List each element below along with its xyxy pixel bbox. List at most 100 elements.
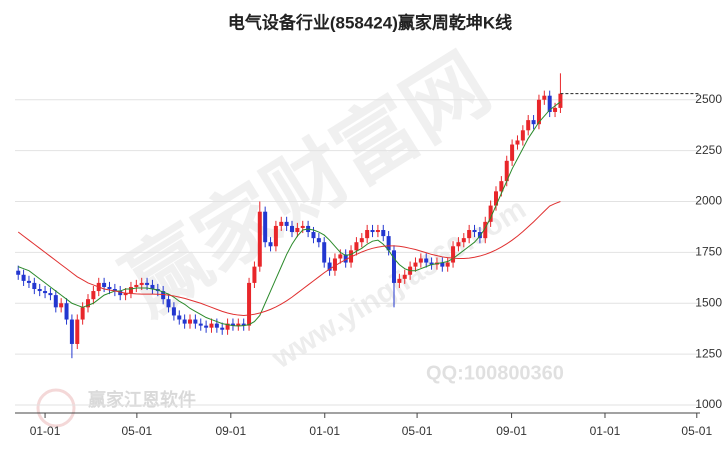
candle-body <box>236 323 241 326</box>
candle-body <box>91 291 96 300</box>
y-tick-label: 2250 <box>695 143 722 157</box>
candle-body <box>461 238 466 243</box>
candle-body <box>327 262 332 271</box>
x-tick-label: 05-01 <box>402 424 433 438</box>
y-tick-label: 2500 <box>695 92 722 106</box>
candle-body <box>166 299 171 308</box>
candle-body <box>268 242 273 247</box>
candle-body <box>375 230 380 233</box>
candle-body <box>558 93 563 108</box>
candle-body <box>515 140 520 145</box>
candle-body <box>182 319 187 324</box>
candle-body <box>80 307 85 320</box>
candle-body <box>483 221 488 239</box>
x-tick-label: 01-01 <box>309 424 340 438</box>
candle-body <box>112 289 117 292</box>
x-tick-label: 09-01 <box>496 424 527 438</box>
candle-body <box>520 130 525 141</box>
candle-body <box>418 258 423 263</box>
candle-body <box>338 254 343 259</box>
candle-body <box>343 254 348 263</box>
candle-body <box>316 238 321 243</box>
candle-body <box>456 242 461 247</box>
candle-body <box>247 282 252 326</box>
candle-body <box>118 291 123 296</box>
y-tick-label: 1500 <box>695 295 722 309</box>
candle-body <box>220 327 225 330</box>
candle-body <box>536 99 541 125</box>
candle-body <box>257 211 262 267</box>
candle-body <box>494 191 499 206</box>
y-tick-label: 1000 <box>695 397 722 411</box>
candle-body <box>531 120 536 125</box>
candle-body <box>252 266 257 283</box>
candle-body <box>263 211 268 243</box>
candle-body <box>37 289 42 292</box>
candle-body <box>488 205 493 222</box>
candle-body <box>429 262 434 265</box>
candle-body <box>413 262 418 267</box>
y-tick-label: 2000 <box>695 194 722 208</box>
candle-body <box>365 230 370 239</box>
candle-body <box>150 284 155 290</box>
candle-body <box>241 323 246 326</box>
moving-average <box>17 201 561 316</box>
candle-body <box>477 232 482 239</box>
candle-body <box>53 295 58 308</box>
candle-body <box>386 236 391 251</box>
candle-body <box>188 319 193 324</box>
candle-body <box>161 291 166 300</box>
candle-body <box>193 319 198 324</box>
candle-body <box>198 323 203 326</box>
watermark: QQ:100800360 <box>426 362 564 384</box>
candle-body <box>230 323 235 326</box>
x-tick-label: 01-01 <box>30 424 61 438</box>
candle-body <box>290 225 295 233</box>
candle-body <box>451 246 456 263</box>
candle-body <box>177 315 182 320</box>
candle-body <box>145 282 150 285</box>
candle-body <box>504 160 509 182</box>
x-tick-label: 09-01 <box>215 424 246 438</box>
candle-body <box>359 238 364 243</box>
candle-body <box>139 282 144 285</box>
candle-body <box>75 319 80 344</box>
x-tick-label: 05-01 <box>681 424 712 438</box>
candle-body <box>123 293 128 296</box>
candle-body <box>322 242 327 263</box>
candle-body <box>225 323 230 330</box>
candle-body <box>370 230 375 233</box>
candle-body <box>440 262 445 267</box>
candle-body <box>209 323 214 328</box>
candle-body <box>553 107 558 112</box>
candle-body <box>284 221 289 226</box>
logo <box>36 388 76 428</box>
candle-body <box>472 230 477 233</box>
candle-body <box>32 282 37 290</box>
watermark: 赢家财富网 <box>109 38 505 332</box>
candle-body <box>526 120 531 131</box>
candle-body <box>542 95 547 100</box>
candle-body <box>86 299 91 308</box>
watermark: 赢家江恩软件 <box>88 389 196 410</box>
candle-body <box>107 286 112 290</box>
candle-body <box>64 303 69 320</box>
candle-body <box>467 230 472 239</box>
candle-body <box>59 303 64 308</box>
candle-body <box>332 258 337 271</box>
candle-body <box>300 225 305 228</box>
moving-average <box>18 101 561 327</box>
candle-body <box>214 323 219 328</box>
candle-body <box>499 181 504 192</box>
chart-title: 电气设备行业(858424)赢家周乾坤K线 <box>228 12 512 32</box>
candle-body <box>397 278 402 283</box>
candle-body <box>279 221 284 226</box>
candle-body <box>273 225 278 247</box>
candle-body <box>134 284 139 287</box>
candle-body <box>43 291 48 294</box>
y-tick-label: 1250 <box>695 346 722 360</box>
candle-body <box>21 274 26 281</box>
candle-body <box>402 274 407 279</box>
